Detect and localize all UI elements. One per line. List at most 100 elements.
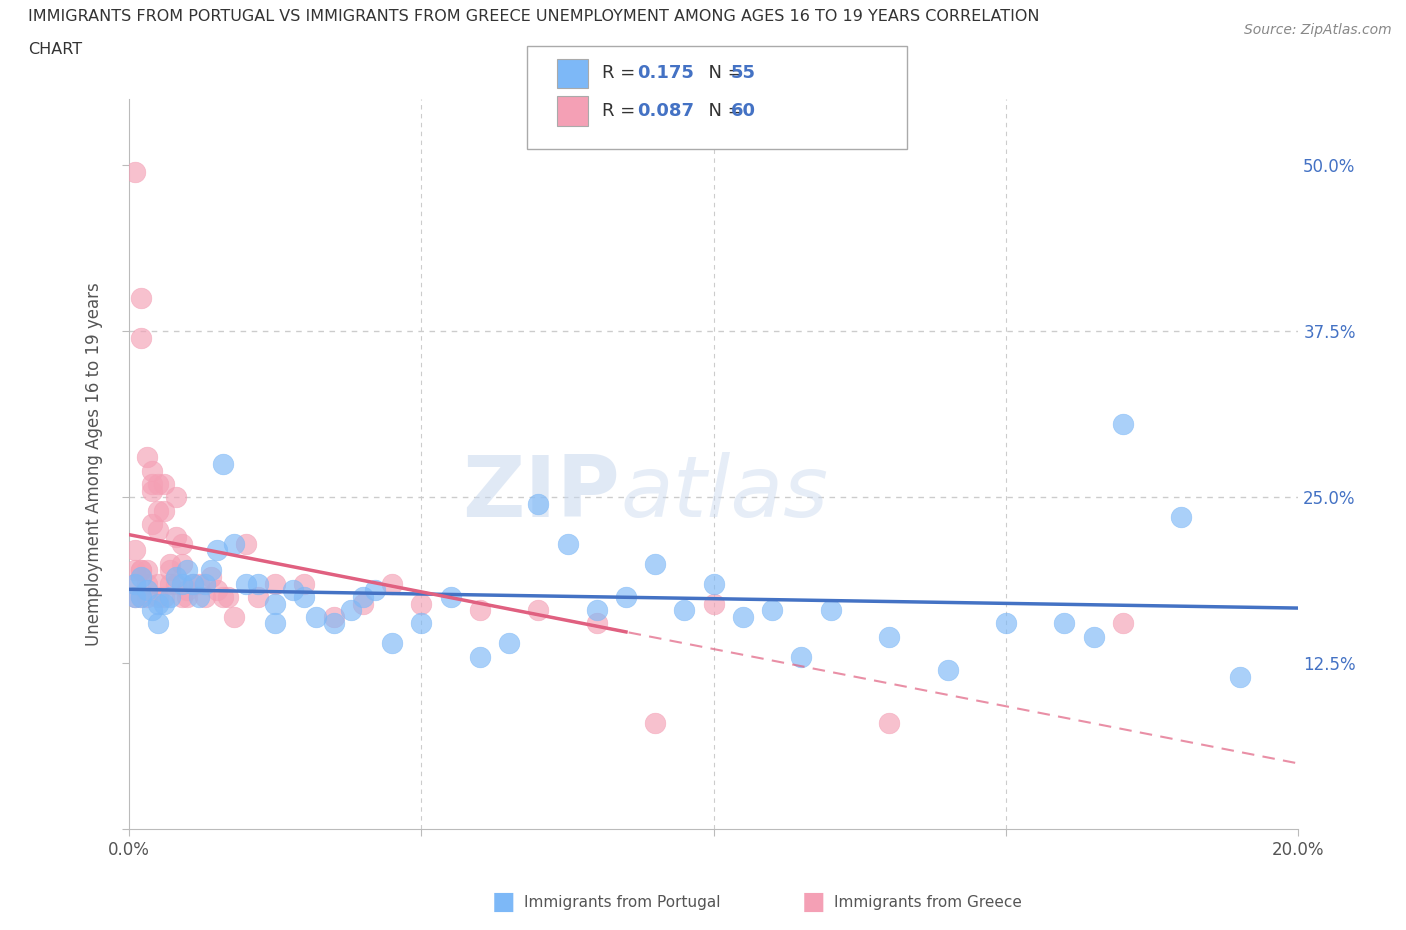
Text: ■: ■ bbox=[801, 890, 825, 914]
Point bbox=[148, 590, 170, 604]
Point bbox=[124, 590, 146, 604]
Point bbox=[135, 563, 157, 578]
Point bbox=[246, 590, 269, 604]
Point bbox=[153, 596, 176, 611]
Text: ZIP: ZIP bbox=[463, 452, 620, 535]
Point bbox=[159, 556, 181, 571]
Point bbox=[995, 616, 1018, 631]
Text: ■: ■ bbox=[492, 890, 516, 914]
Point bbox=[877, 630, 900, 644]
Text: Source: ZipAtlas.com: Source: ZipAtlas.com bbox=[1244, 23, 1392, 37]
Point bbox=[381, 577, 404, 591]
Point bbox=[141, 484, 163, 498]
Point bbox=[159, 563, 181, 578]
Point bbox=[129, 563, 152, 578]
Point bbox=[264, 616, 287, 631]
Point bbox=[129, 590, 152, 604]
Point bbox=[585, 616, 607, 631]
Point bbox=[170, 577, 193, 591]
Point bbox=[673, 603, 696, 618]
Point bbox=[352, 596, 374, 611]
Point bbox=[141, 476, 163, 491]
Point bbox=[205, 583, 228, 598]
Point bbox=[527, 603, 550, 618]
Point bbox=[153, 590, 176, 604]
Point bbox=[135, 590, 157, 604]
Point bbox=[141, 603, 163, 618]
Point bbox=[148, 523, 170, 538]
Point bbox=[148, 577, 170, 591]
Point bbox=[176, 590, 198, 604]
Point bbox=[217, 590, 239, 604]
Point bbox=[124, 590, 146, 604]
Point bbox=[124, 165, 146, 179]
Point bbox=[135, 450, 157, 465]
Text: 0.175: 0.175 bbox=[637, 64, 693, 83]
Point bbox=[176, 563, 198, 578]
Text: R =: R = bbox=[602, 64, 641, 83]
Point bbox=[527, 497, 550, 512]
Point bbox=[170, 590, 193, 604]
Point bbox=[224, 537, 246, 551]
Text: Immigrants from Portugal: Immigrants from Portugal bbox=[524, 895, 721, 910]
Point bbox=[585, 603, 607, 618]
Point bbox=[124, 563, 146, 578]
Point bbox=[170, 556, 193, 571]
Point bbox=[165, 577, 187, 591]
Point bbox=[124, 577, 146, 591]
Point bbox=[181, 577, 204, 591]
Point bbox=[1053, 616, 1076, 631]
Point bbox=[761, 603, 783, 618]
Point bbox=[1112, 417, 1135, 432]
Point bbox=[281, 583, 304, 598]
Text: 60: 60 bbox=[731, 101, 756, 120]
Point bbox=[159, 577, 181, 591]
Point bbox=[264, 596, 287, 611]
Point bbox=[129, 330, 152, 345]
Point bbox=[644, 556, 666, 571]
Point bbox=[468, 649, 491, 664]
Point bbox=[703, 596, 725, 611]
Text: N =: N = bbox=[697, 101, 749, 120]
Point bbox=[322, 609, 344, 624]
Point bbox=[1112, 616, 1135, 631]
Point bbox=[124, 543, 146, 558]
Text: R =: R = bbox=[602, 101, 641, 120]
Point bbox=[188, 577, 211, 591]
Point bbox=[141, 463, 163, 478]
Point bbox=[176, 583, 198, 598]
Text: atlas: atlas bbox=[620, 452, 828, 535]
Point bbox=[322, 616, 344, 631]
Point bbox=[153, 476, 176, 491]
Point bbox=[468, 603, 491, 618]
Point bbox=[153, 503, 176, 518]
Point bbox=[129, 590, 152, 604]
Point bbox=[1083, 630, 1105, 644]
Point bbox=[129, 569, 152, 584]
Text: 55: 55 bbox=[731, 64, 756, 83]
Point bbox=[363, 583, 385, 598]
Point bbox=[165, 569, 187, 584]
Text: Immigrants from Greece: Immigrants from Greece bbox=[834, 895, 1022, 910]
Point bbox=[200, 569, 222, 584]
Text: CHART: CHART bbox=[28, 42, 82, 57]
Point bbox=[148, 616, 170, 631]
Point bbox=[381, 636, 404, 651]
Text: 0.087: 0.087 bbox=[637, 101, 695, 120]
Point bbox=[148, 503, 170, 518]
Point bbox=[352, 590, 374, 604]
Point bbox=[305, 609, 328, 624]
Point bbox=[205, 543, 228, 558]
Point bbox=[411, 616, 433, 631]
Point bbox=[294, 577, 316, 591]
Point bbox=[159, 590, 181, 604]
Point bbox=[135, 577, 157, 591]
Point bbox=[211, 590, 233, 604]
Point bbox=[498, 636, 520, 651]
Point bbox=[148, 476, 170, 491]
Point bbox=[224, 609, 246, 624]
Point bbox=[129, 290, 152, 305]
Point bbox=[703, 577, 725, 591]
Point bbox=[211, 457, 233, 472]
Point bbox=[1229, 670, 1251, 684]
